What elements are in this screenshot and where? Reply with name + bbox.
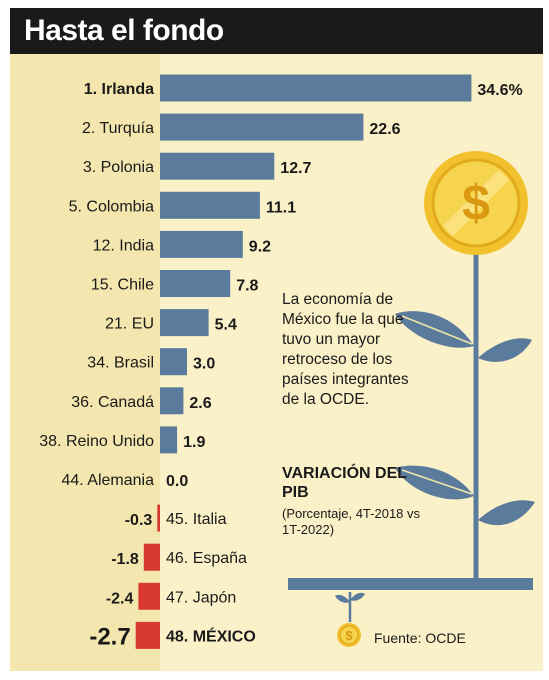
sprout-icon bbox=[335, 592, 365, 622]
category-label: 12. India bbox=[93, 237, 154, 254]
category-label: 21. EU bbox=[105, 316, 154, 333]
category-label: 45. Italia bbox=[166, 511, 227, 528]
left-panel bbox=[10, 8, 160, 671]
category-label: 36. Canadá bbox=[71, 394, 154, 411]
category-label: 46. España bbox=[166, 550, 247, 567]
value-label: 3.0 bbox=[193, 356, 215, 373]
chart-note-title: VARIACIÓN DEL PIB bbox=[282, 465, 407, 501]
bar bbox=[160, 152, 275, 180]
value-label: 7.8 bbox=[236, 278, 258, 295]
bar bbox=[160, 348, 187, 376]
category-label: 47. Japón bbox=[166, 589, 236, 606]
dollar-coin-icon: $ bbox=[424, 151, 528, 255]
category-label: 3. Polonia bbox=[83, 159, 154, 176]
value-label: -0.3 bbox=[125, 512, 153, 529]
value-label: -1.8 bbox=[111, 551, 139, 568]
bar bbox=[160, 74, 472, 102]
category-label: 5. Colombia bbox=[69, 198, 154, 215]
value-label: 9.2 bbox=[249, 238, 271, 255]
bar-chart: 1. Irlanda 34.6% 2. Turquía 22.6 3. Polonia 1… bbox=[39, 74, 523, 650]
chart-note-subtitle: (Porcentaje, 4T-2018 vs 1T-2022) bbox=[282, 506, 421, 537]
svg-text:$: $ bbox=[345, 628, 353, 643]
value-label: -2.7 bbox=[89, 623, 130, 650]
svg-text:$: $ bbox=[462, 175, 490, 231]
category-label: 34. Brasil bbox=[87, 355, 154, 372]
category-label: 2. Turquía bbox=[82, 120, 154, 137]
bar bbox=[157, 504, 160, 532]
plant-icon bbox=[288, 223, 535, 590]
value-label: 11.1 bbox=[266, 199, 296, 216]
bar bbox=[160, 426, 178, 454]
value-label: 0.0 bbox=[166, 473, 188, 490]
value-label: -2.4 bbox=[106, 590, 134, 607]
value-label: 2.6 bbox=[189, 395, 211, 412]
bar bbox=[135, 621, 160, 649]
value-label: 1.9 bbox=[183, 434, 205, 451]
bar bbox=[160, 191, 260, 219]
value-label: 12.7 bbox=[280, 160, 311, 177]
page-title: Hasta el fondo bbox=[24, 14, 224, 47]
category-label: 38. Reino Unido bbox=[39, 433, 154, 450]
category-label: 1. Irlanda bbox=[84, 81, 154, 98]
bar bbox=[138, 582, 160, 610]
bar bbox=[160, 270, 231, 297]
bar bbox=[160, 387, 184, 415]
small-coin-icon: $ bbox=[337, 623, 361, 647]
bar bbox=[160, 230, 243, 258]
title-bar: Hasta el fondo bbox=[10, 8, 543, 54]
category-label: 48. MÉXICO bbox=[166, 626, 256, 645]
category-label: 44. Alemania bbox=[61, 472, 154, 489]
bar bbox=[160, 113, 364, 141]
value-label: 34.6% bbox=[477, 82, 522, 99]
bar bbox=[160, 309, 209, 337]
category-label: 15. Chile bbox=[91, 277, 154, 294]
value-label: 22.6 bbox=[369, 121, 400, 138]
bar bbox=[143, 543, 160, 571]
value-label: 5.4 bbox=[215, 317, 237, 334]
infographic: Hasta el fondo $ $ 1. Irlanda 34.6% 2. Tur… bbox=[10, 8, 543, 671]
source-credit: Fuente: OCDE bbox=[374, 630, 466, 646]
chart-note: La economía de México fue la que tuvo un… bbox=[282, 291, 409, 408]
